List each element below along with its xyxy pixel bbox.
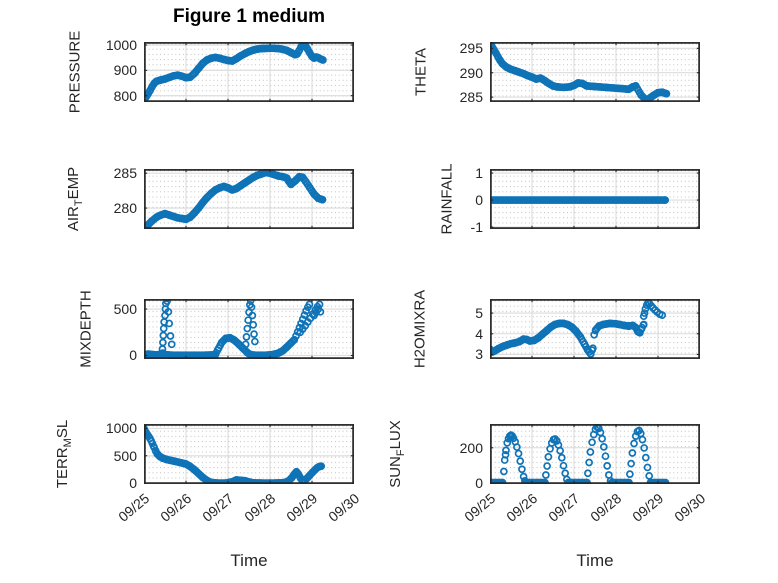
y-axis-label-theta: THETA xyxy=(412,47,430,97)
y-tick-label-pressure: 1000 xyxy=(105,37,137,54)
y-tick-label-sunflux: 0 xyxy=(475,474,483,491)
y-tick-label-rainfall: 0 xyxy=(475,192,483,209)
y-tick-label-pressure: 800 xyxy=(113,87,137,104)
subplot-airtemp xyxy=(144,169,354,229)
y-tick-label-h2omixra: 5 xyxy=(475,305,483,322)
y-tick-label-rainfall: -1 xyxy=(470,219,483,236)
subplot-h2omixra xyxy=(490,299,700,359)
y-tick-label-theta: 285 xyxy=(459,89,483,106)
y-tick-label-airtemp: 285 xyxy=(113,165,137,182)
plot-area-theta xyxy=(490,42,700,102)
y-axis-label-h2omixra: H2OMIXRA xyxy=(411,289,429,369)
subplot-rainfall xyxy=(490,169,700,229)
y-tick-label-rainfall: 1 xyxy=(475,165,483,182)
plot-area-mixdepth xyxy=(144,299,354,359)
y-tick-label-terrmsl: 1000 xyxy=(105,420,137,437)
y-tick-label-mixdepth: 0 xyxy=(129,347,137,364)
y-tick-label-pressure: 900 xyxy=(113,62,137,79)
y-tick-label-h2omixra: 4 xyxy=(475,325,483,342)
x-axis-label-right: Time xyxy=(576,551,614,570)
y-tick-label-theta: 290 xyxy=(459,64,483,81)
plot-area-pressure xyxy=(144,42,354,102)
y-tick-label-terrmsl: 0 xyxy=(129,475,137,492)
y-tick-label-h2omixra: 3 xyxy=(475,346,483,363)
plot-area-sunflux xyxy=(490,424,700,484)
figure-title: Figure 1 medium xyxy=(172,6,326,27)
y-axis-label-terrmsl: TERRMSL xyxy=(54,419,74,489)
y-axis-label-pressure: PRESSURE xyxy=(66,30,84,114)
x-axis-label-left: Time xyxy=(230,551,268,570)
y-axis-label-airtemp: AIRTEMP xyxy=(65,166,85,232)
subplot-mixdepth xyxy=(144,299,354,359)
subplot-sunflux xyxy=(490,424,700,484)
plot-area-h2omixra xyxy=(490,299,700,359)
y-tick-label-sunflux: 200 xyxy=(459,439,483,456)
plot-area-airtemp xyxy=(144,169,354,229)
y-tick-label-terrmsl: 500 xyxy=(113,447,137,464)
y-axis-label-rainfall: RAINFALL xyxy=(438,163,456,235)
subplot-pressure xyxy=(144,42,354,102)
plot-area-terrmsl xyxy=(144,424,354,484)
y-axis-label-mixdepth: MIXDEPTH xyxy=(77,290,95,368)
y-tick-label-theta: 295 xyxy=(459,40,483,57)
subplot-terrmsl xyxy=(144,424,354,484)
y-tick-label-mixdepth: 500 xyxy=(113,301,137,318)
y-tick-label-airtemp: 280 xyxy=(113,200,137,217)
plot-area-rainfall xyxy=(490,169,700,229)
subplot-theta xyxy=(490,42,700,102)
y-axis-label-sunflux: SUNFLUX xyxy=(387,420,407,488)
